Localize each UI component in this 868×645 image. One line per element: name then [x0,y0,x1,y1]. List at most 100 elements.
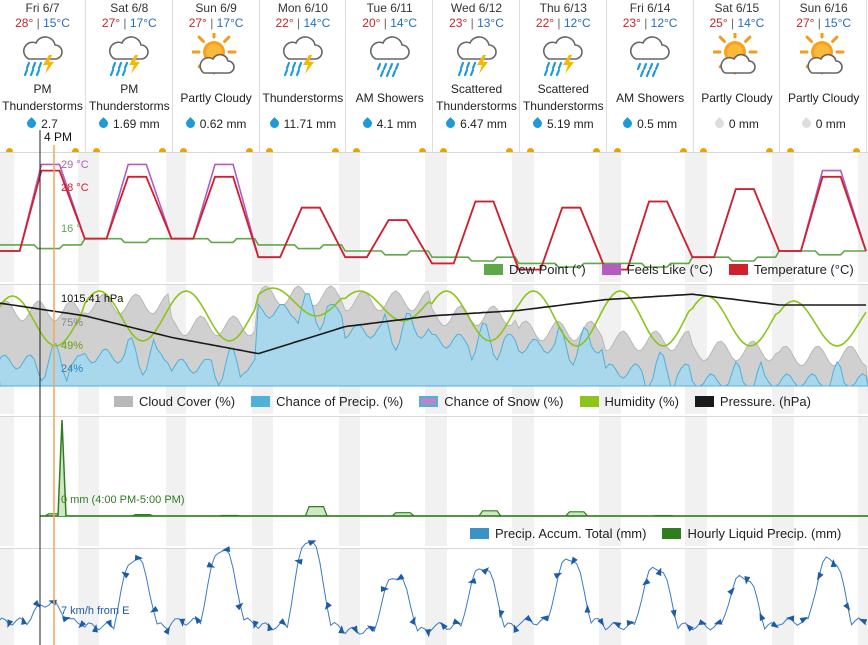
legend-swatch [470,528,489,539]
legend-item-accum[interactable]: Precip. Accum. Total (mm) [470,526,646,541]
legend-item-snow-chance[interactable]: Chance of Snow (%) [419,394,564,409]
day-date: Tue 6/11 [366,1,413,15]
temperature-legend: Dew Point (°) Feels Like (°C) Temperature … [468,262,854,277]
legend-item-temperature[interactable]: Temperature (°C) [728,262,854,277]
day-date: Fri 6/14 [629,1,671,15]
wind-direction-arrow [294,558,303,565]
wind-direction-arrow [759,612,766,622]
legend-item-dew-point[interactable]: Dew Point (°) [484,262,586,277]
precip-amount: 2.7 [0,116,85,132]
high-temp: 22° [535,16,555,30]
day-column[interactable]: Mon 6/10 22° | 14°C Thunderstorms 11.71 mm [260,0,347,152]
night-band [685,548,707,645]
day-column[interactable]: Sat 6/8 27° | 17°C PM Thunderstorms 1.69 mm [87,0,173,152]
thunderstorm-icon [521,31,606,81]
legend-item-hourly-precip[interactable]: Hourly Liquid Precip. (mm) [662,526,841,541]
legend-label: Hourly Liquid Precip. (mm) [687,526,842,541]
day-column[interactable]: Sat 6/15 25° | 14°C Partly Cloudy 0 mm [694,0,781,152]
legend-item-cloud-cover[interactable]: Cloud Cover (%) [114,394,235,409]
day-date: Sat 6/15 [714,1,760,15]
night-band [252,152,273,282]
night-band [599,416,621,546]
wind-direction-arrow [524,614,533,623]
day-date: Sun 6/9 [195,1,237,15]
chart-panel-background [0,416,868,546]
low-temp: 14°C [737,16,765,30]
night-band [339,548,360,645]
precip-amount: 6.47 mm [434,116,519,132]
precip-amount: 0.62 mm [174,116,259,132]
sunrise-icon [440,148,447,152]
night-band [78,416,99,546]
night-band [166,152,186,282]
wind-direction-arrow [338,625,345,634]
night-band [772,548,794,645]
sunset-icon [245,148,253,152]
legend-label: Chance of Snow (%) [444,394,564,409]
precip-amount: 0 mm [781,116,866,132]
chart-panel-background [0,152,868,282]
cursor-time-label: 4 PM [44,130,72,144]
wind-direction-arrow [570,556,578,565]
precip-amount: 0.5 mm [608,116,693,132]
legend-swatch [728,264,748,275]
day-date: Sun 6/16 [799,1,848,15]
condition-text: Scattered Thunderstorms [522,82,604,113]
high-temp: 25° [709,16,728,30]
day-temps: 25° | 14°C [694,15,779,31]
wind-direction-arrow [713,618,723,625]
wind-direction-arrow [467,577,477,584]
condition-text: AM Showers [355,90,424,105]
night-band [252,548,273,645]
day-temps: 23° | 13°C [434,15,519,31]
legend-label: Precip. Accum. Total (mm) [495,526,647,541]
legend-swatch [484,264,503,275]
precipitation-legend: Precip. Accum. Total (mm) Hourly Liquid P… [454,526,841,541]
day-column[interactable]: Sun 6/9 27° | 17°C Partly Cloudy 0.62 mm [174,0,260,152]
wind-direction-arrow [698,619,708,626]
day-column[interactable]: Fri 6/14 23° | 12°C AM Showers 0.5 mm [608,0,694,152]
temp-separator: | [640,16,651,30]
legend-item-humidity[interactable]: Humidity (%) [579,394,679,409]
temp-separator: | [554,16,564,30]
day-column[interactable]: Thu 6/13 22° | 12°C Scattered Thunderstorm… [521,0,607,152]
day-column[interactable]: Fri 6/7 28° | 15°C PM Thunderstorms 2.7 [0,0,86,152]
precip-value: 0.5 mm [637,117,678,131]
day-column[interactable]: Sun 6/16 27° | 15°C Partly Cloudy 0 mm [781,0,868,152]
partly-cloudy-icon [694,31,779,81]
wind-direction-arrow [324,601,332,611]
thunderstorm-icon [260,31,345,81]
night-band [599,152,621,282]
temp-separator: | [727,16,738,30]
legend-item-precip-chance[interactable]: Chance of Precip. (%) [251,394,403,409]
sunset-icon [332,148,340,152]
wind-direction-arrow [150,606,159,613]
legend-item-feels-like[interactable]: Feels Like (°C) [601,262,713,277]
temp-separator: | [33,16,44,30]
wind-direction-arrow [830,558,837,568]
day-column[interactable]: Wed 6/12 23° | 13°C Scattered Thunderstorm… [434,0,520,152]
temp-separator: | [814,16,825,30]
day-temps: 27° | 17°C [87,15,172,31]
wind-direction-arrow [179,618,186,627]
wind-direction-arrow [452,618,462,625]
day-column[interactable]: Tue 6/11 20° | 14°C AM Showers 4.1 mm [347,0,434,152]
hourly-precip-readout: 0 mm (4:00 PM-5:00 PM) [61,494,184,506]
day-temps: 22° | 14°C [260,15,345,31]
wind-direction-arrow [799,616,809,624]
wind-readout: 7 km/h from E [61,605,129,617]
day-temps: 20° | 14°C [347,15,432,31]
legend-item-pressure[interactable]: Pressure. (hPa) [694,394,811,409]
legend-label: Dew Point (°) [509,262,586,277]
wind-direction-arrow [351,625,358,634]
sunset-icon [158,148,166,152]
precip-amount: 1.69 mm [87,116,172,132]
wind-direction-arrow [553,572,563,579]
wind-direction-arrow [32,599,41,608]
temp-separator: | [380,16,391,30]
wind-direction-arrow [817,571,824,581]
precip-amount: 4.1 mm [347,116,432,132]
high-temp: 27° [188,16,207,30]
wind-direction-arrow [670,609,677,619]
wind-direction-arrow [278,618,287,626]
